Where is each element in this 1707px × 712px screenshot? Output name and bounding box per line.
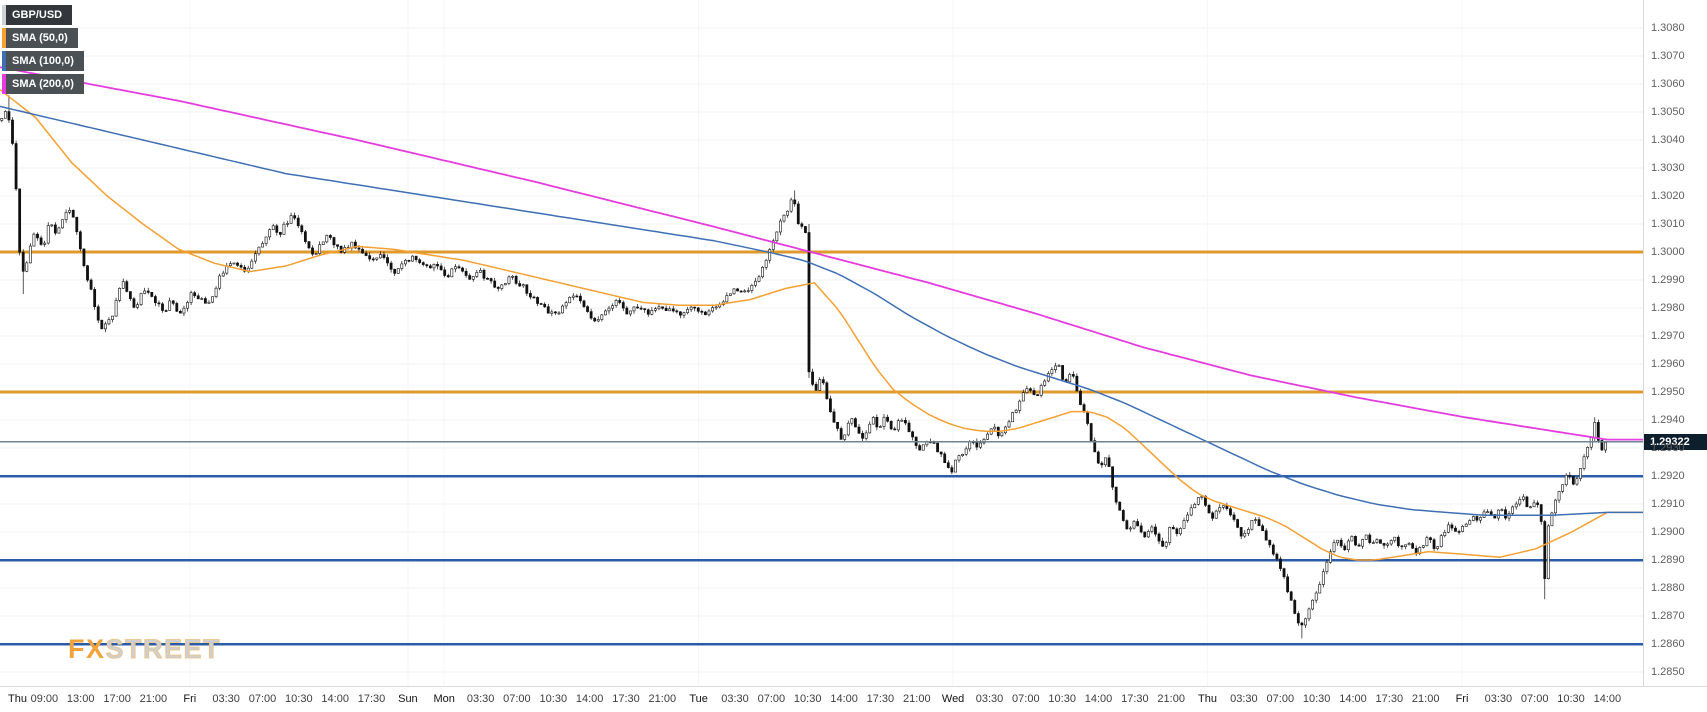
price-tick-label: 1.2950: [1651, 386, 1685, 398]
time-axis-tick-label: 17:30: [612, 693, 640, 705]
price-tick-label: 1.2970: [1651, 330, 1685, 342]
time-axis-day-label: Fri: [1455, 693, 1469, 705]
price-tick-label: 1.2940: [1651, 414, 1685, 426]
price-tick-label: 1.3060: [1651, 78, 1685, 90]
price-tick-label: 1.2980: [1651, 302, 1685, 314]
time-axis-tick-label: 14:00: [575, 693, 604, 705]
time-axis-tick-label: 17:30: [1375, 693, 1404, 705]
time-axis-tick-label: 14:00: [321, 693, 349, 705]
sma50-badge[interactable]: SMA (50,0): [2, 28, 78, 48]
price-tick-label: 1.3000: [1651, 246, 1685, 258]
price-tick-label: 1.3050: [1651, 106, 1685, 118]
time-axis-tick-label: 17:30: [1121, 693, 1149, 705]
price-tick-label: 1.2990: [1651, 274, 1685, 286]
price-tick-label: 1.3010: [1651, 218, 1685, 230]
time-axis-tick-label: 14:00: [1084, 693, 1113, 705]
price-tick-label: 1.3070: [1651, 50, 1685, 62]
price-tick-label: 1.3030: [1651, 162, 1685, 174]
time-axis-tick-label: 10:30: [793, 693, 822, 705]
price-tick-label: 1.2860: [1651, 638, 1685, 650]
time-axis[interactable]: Thu 09:00 13:00 17:00 21:00 Fri 03:30 07:00 10:3…: [0, 686, 1707, 712]
price-tick-label: 1.3080: [1651, 22, 1685, 34]
time-axis-tick-label: 07:00: [248, 693, 277, 705]
time-axis-day-label: Sun: [398, 693, 418, 705]
time-axis-tick-label: 21:00: [139, 693, 168, 705]
time-axis-tick-label: 10:30: [1302, 693, 1331, 705]
sma200-badge[interactable]: SMA (200,0): [2, 74, 84, 94]
time-axis-tick-label: 03:30: [1484, 693, 1513, 705]
candlestick-plot[interactable]: [0, 0, 1643, 686]
watermark-fx: FX: [68, 634, 106, 664]
time-axis-tick-label: 17:00: [103, 693, 131, 705]
price-tick-label: 1.2850: [1651, 666, 1685, 678]
time-axis-tick-label: 14:00: [830, 693, 858, 705]
time-axis-tick-label: 03:30: [975, 693, 1004, 705]
time-axis-tick-label: 10:30: [1557, 693, 1585, 705]
time-axis-tick-label: 09:00: [30, 693, 59, 705]
time-axis-day-label: Mon: [433, 693, 455, 705]
time-axis-tick-label: 07:00: [757, 693, 786, 705]
price-tick-label: 1.2920: [1651, 470, 1685, 482]
price-tick-label: 1.2910: [1651, 498, 1685, 510]
time-axis-tick-label: 07:00: [1520, 693, 1549, 705]
time-axis-tick-label: 13:00: [66, 693, 95, 705]
time-axis-tick-label: 07:00: [1012, 693, 1040, 705]
sma200-label: SMA (200,0): [12, 78, 74, 90]
time-axis-tick-label: 14:00: [1339, 693, 1367, 705]
fxstreet-watermark: FXSTREET: [68, 634, 222, 665]
sma200-color-chip: [2, 74, 6, 94]
time-axis-tick-label: 10:30: [1048, 693, 1076, 705]
price-tick-label: 1.2870: [1651, 610, 1685, 622]
time-axis-tick-label: 07:00: [503, 693, 531, 705]
time-axis-day-label: Thu: [1198, 693, 1217, 705]
time-axis-tick-label: 03:30: [1230, 693, 1258, 705]
time-axis-tick-label: 21:00: [903, 693, 931, 705]
time-axis-tick-label: 03:30: [212, 693, 240, 705]
symbol-badge[interactable]: GBP/USD: [2, 5, 73, 25]
sma50-color-chip: [2, 28, 6, 48]
price-tick-label: 1.3020: [1651, 190, 1685, 202]
price-tick-label: 1.2900: [1651, 526, 1685, 538]
sma100-color-chip: [2, 51, 6, 71]
time-axis-tick-label: 17:30: [866, 693, 895, 705]
symbol-color-chip: [2, 5, 6, 25]
time-axis-day-label: Tue: [689, 693, 708, 705]
price-tick-label: 1.2960: [1651, 358, 1685, 370]
time-axis-tick-label: 10:30: [539, 693, 568, 705]
time-axis-day-label: Wed: [941, 693, 965, 705]
time-axis-day-label: Fri: [183, 693, 197, 705]
sma100-badge[interactable]: SMA (100,0): [2, 51, 84, 71]
time-axis-tick-label: 07:00: [1266, 693, 1295, 705]
watermark-street: STREET: [105, 634, 222, 665]
sma50-label: SMA (50,0): [12, 32, 68, 44]
price-tick-label: 1.2930: [1651, 442, 1685, 454]
last-price-badge: 1.29322: [1644, 433, 1707, 450]
time-axis-tick-label: 03:30: [466, 693, 495, 705]
symbol-label: GBP/USD: [12, 9, 63, 21]
time-axis-tick-label: 21:00: [1411, 693, 1440, 705]
indicator-legend: GBP/USD SMA (50,0) SMA (100,0) SMA (200,…: [2, 5, 84, 94]
price-axis[interactable]: 1.29322 1.3080 1.3070 1.3060 1.3050 1.3040 1.…: [1643, 0, 1707, 686]
time-axis-tick-label: 21:00: [648, 693, 677, 705]
time-axis-tick-label: 14:00: [1593, 693, 1622, 705]
time-axis-tick-label: 21:00: [1157, 693, 1185, 705]
price-tick-label: 1.2890: [1651, 554, 1685, 566]
time-axis-tick-label: 03:30: [721, 693, 749, 705]
price-tick-label: 1.3040: [1651, 134, 1685, 146]
time-axis-tick-label: 10:30: [285, 693, 313, 705]
sma100-label: SMA (100,0): [12, 55, 74, 67]
time-axis-day-label: Thu: [8, 693, 27, 705]
time-axis-tick-label: 17:30: [357, 693, 386, 705]
price-tick-label: 1.2880: [1651, 582, 1685, 594]
